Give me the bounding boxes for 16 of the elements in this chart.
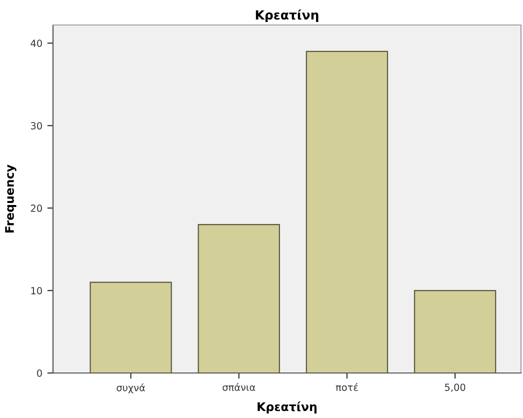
bar [198,224,280,373]
y-tick-label: 30 [30,122,42,130]
y-tick-label: 40 [30,40,42,47]
y-axis-title: Frequency [5,164,16,232]
x-axis-title: Κρεατίνη [258,402,317,414]
bar [90,282,172,373]
chart-title: Κρεατίνη [256,9,318,22]
bar [306,50,388,373]
y-tick-label: 10 [31,287,42,294]
x-tick-label: συχνά [116,383,145,394]
x-tick-label: 5,00 [444,384,466,392]
y-tick-label: 0 [37,369,42,377]
x-tick-label: σπάνια [222,383,256,391]
y-tick-label: 20 [30,204,42,212]
x-tick-label: ποτέ [336,383,358,391]
bar [414,290,496,373]
